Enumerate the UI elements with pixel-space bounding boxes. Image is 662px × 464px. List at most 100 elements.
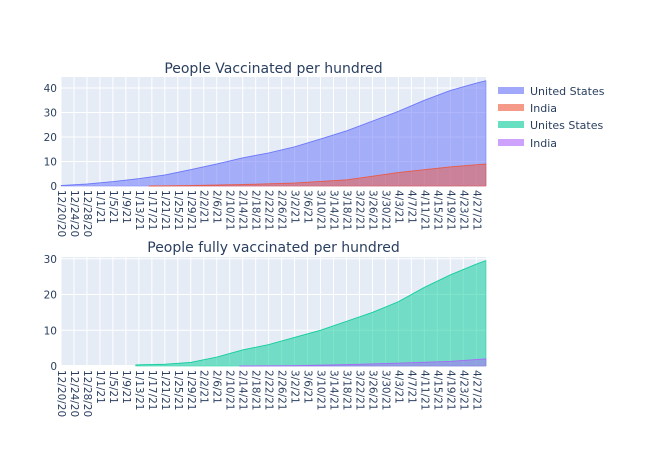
x-tick-label: 12/28/20 bbox=[81, 370, 93, 417]
legend-item[interactable]: India bbox=[498, 102, 557, 115]
x-tick-label: 12/20/20 bbox=[55, 190, 67, 237]
x-tick-label: 12/20/20 bbox=[55, 370, 67, 417]
x-tick-label: 3/22/21 bbox=[353, 190, 365, 230]
x-tick-label: 1/21/21 bbox=[159, 190, 171, 230]
x-tick-label: 4/19/21 bbox=[444, 370, 456, 410]
y-tick-label: 20 bbox=[44, 290, 57, 302]
x-tick-label: 1/1/21 bbox=[94, 370, 106, 404]
x-tick-label: 3/18/21 bbox=[340, 190, 352, 230]
y-tick-label: 20 bbox=[44, 132, 57, 144]
x-tick-label: 1/5/21 bbox=[107, 370, 119, 404]
x-tick-label: 4/23/21 bbox=[457, 190, 469, 230]
area-india-line bbox=[239, 358, 487, 367]
area-unites-states-line bbox=[135, 260, 487, 366]
x-tick-label: 12/24/20 bbox=[68, 370, 80, 417]
legend-swatch bbox=[498, 121, 524, 128]
x-tick-label: 3/18/21 bbox=[340, 370, 352, 410]
x-tick-label: 1/9/21 bbox=[120, 190, 132, 224]
x-tick-label: 4/15/21 bbox=[431, 370, 443, 410]
x-tick-label: 3/14/21 bbox=[328, 190, 340, 230]
area-series bbox=[60, 80, 487, 187]
x-tick-label: 2/14/21 bbox=[237, 190, 249, 230]
y-tick-label: 30 bbox=[44, 108, 57, 120]
chart-panel-vaccinated: 0 10 20 30 40 12/20/20 12/24/20 12/28/20 1/1/21… bbox=[44, 61, 487, 237]
y-tick-label: 10 bbox=[44, 157, 57, 169]
x-tick-label: 4/11/21 bbox=[418, 190, 430, 230]
x-tick-label: 2/10/21 bbox=[224, 370, 236, 410]
x-tick-label: 1/25/21 bbox=[172, 190, 184, 230]
chart-title: People fully vaccinated per hundred bbox=[147, 240, 399, 256]
y-axis-ticks: 0 10 20 30 40 bbox=[44, 83, 57, 193]
x-tick-label: 2/2/21 bbox=[198, 190, 210, 224]
x-tick-label: 1/17/21 bbox=[146, 190, 158, 230]
x-tick-label: 3/14/21 bbox=[328, 370, 340, 410]
legend-item[interactable]: India bbox=[498, 137, 557, 150]
legend-swatch bbox=[498, 87, 524, 94]
x-tick-label: 3/10/21 bbox=[315, 370, 327, 410]
x-tick-label: 3/30/21 bbox=[379, 370, 391, 410]
area-series bbox=[135, 260, 487, 367]
y-tick-label: 10 bbox=[44, 325, 57, 337]
x-tick-label: 3/6/21 bbox=[302, 190, 314, 224]
x-tick-label: 3/2/21 bbox=[289, 370, 301, 404]
x-tick-label: 2/2/21 bbox=[198, 370, 210, 404]
y-tick-label: 30 bbox=[44, 254, 57, 266]
x-tick-label: 4/19/21 bbox=[444, 190, 456, 230]
x-tick-label: 4/15/21 bbox=[431, 190, 443, 230]
x-tick-label: 1/17/21 bbox=[146, 370, 158, 410]
x-tick-label: 4/7/21 bbox=[405, 370, 417, 404]
x-tick-label: 2/6/21 bbox=[211, 190, 223, 224]
legend-label: India bbox=[530, 137, 557, 150]
x-tick-label: 2/22/21 bbox=[263, 370, 275, 410]
legend-swatch bbox=[498, 104, 524, 111]
x-tick-label: 2/26/21 bbox=[276, 190, 288, 230]
x-tick-label: 4/23/21 bbox=[457, 370, 469, 410]
x-tick-label: 3/26/21 bbox=[366, 370, 378, 410]
area-united-states-line bbox=[60, 80, 487, 187]
x-tick-label: 1/21/21 bbox=[159, 370, 171, 410]
x-tick-label: 1/25/21 bbox=[172, 370, 184, 410]
x-axis-ticks: 12/20/20 12/24/20 12/28/20 1/1/21 1/5/21 1/9/… bbox=[55, 190, 482, 237]
x-tick-label: 2/26/21 bbox=[276, 370, 288, 410]
chart-title: People Vaccinated per hundred bbox=[164, 61, 382, 77]
y-tick-label: 0 bbox=[50, 361, 57, 373]
x-tick-label: 4/27/21 bbox=[470, 370, 482, 410]
legend-swatch bbox=[498, 139, 524, 146]
x-tick-label: 3/10/21 bbox=[315, 190, 327, 230]
x-tick-label: 1/29/21 bbox=[185, 370, 197, 410]
legend-item[interactable]: Unites States bbox=[498, 119, 604, 132]
area-india-line bbox=[148, 163, 487, 187]
legend-label: Unites States bbox=[530, 119, 604, 132]
y-axis-ticks: 0 10 20 30 bbox=[44, 254, 57, 373]
x-tick-label: 1/13/21 bbox=[133, 190, 145, 230]
x-tick-label: 3/6/21 bbox=[302, 370, 314, 404]
x-tick-label: 2/6/21 bbox=[211, 370, 223, 404]
chart-legend: United States India Unites States India bbox=[498, 85, 605, 150]
x-tick-label: 3/30/21 bbox=[379, 190, 391, 230]
x-tick-label: 2/22/21 bbox=[263, 190, 275, 230]
x-tick-label: 4/7/21 bbox=[405, 190, 417, 224]
x-axis-ticks: 12/20/20 12/24/20 12/28/20 1/1/21 1/5/21 1/9/… bbox=[55, 370, 482, 417]
x-tick-label: 3/26/21 bbox=[366, 190, 378, 230]
x-tick-label: 12/24/20 bbox=[68, 190, 80, 237]
x-tick-label: 2/18/21 bbox=[250, 190, 262, 230]
legend-label: United States bbox=[530, 85, 605, 98]
legend-item[interactable]: United States bbox=[498, 85, 605, 98]
x-tick-label: 2/14/21 bbox=[237, 370, 249, 410]
x-tick-label: 12/28/20 bbox=[81, 190, 93, 237]
x-tick-label: 4/3/21 bbox=[392, 370, 404, 404]
x-tick-label: 1/9/21 bbox=[120, 370, 132, 404]
x-tick-label: 3/2/21 bbox=[289, 190, 301, 224]
x-tick-label: 3/22/21 bbox=[353, 370, 365, 410]
x-tick-label: 4/11/21 bbox=[418, 370, 430, 410]
x-tick-label: 2/18/21 bbox=[250, 370, 262, 410]
x-tick-label: 4/27/21 bbox=[470, 190, 482, 230]
x-tick-label: 1/1/21 bbox=[94, 190, 106, 224]
x-tick-label: 4/3/21 bbox=[392, 190, 404, 224]
x-tick-label: 2/10/21 bbox=[224, 190, 236, 230]
x-tick-label: 1/29/21 bbox=[185, 190, 197, 230]
y-tick-label: 40 bbox=[44, 83, 57, 95]
